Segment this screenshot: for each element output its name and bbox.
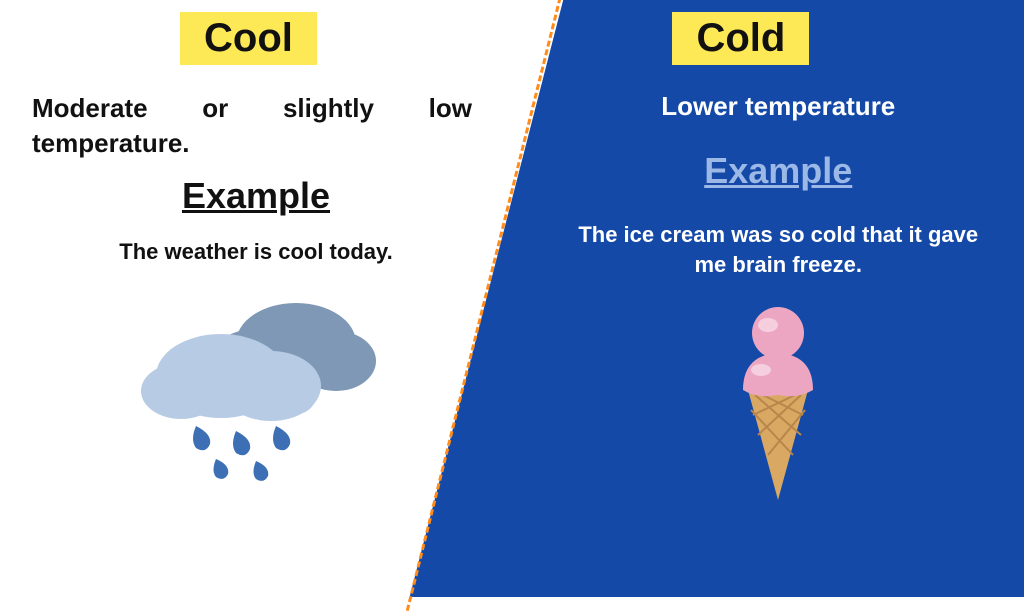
left-definition: Moderate or slightly low temperature. — [0, 91, 512, 161]
right-title-badge: Cold — [672, 12, 809, 65]
left-panel: Cool Moderate or slightly low temperatur… — [0, 0, 512, 597]
rain-cloud-icon — [0, 281, 512, 481]
left-example-text: The weather is cool today. — [0, 239, 512, 265]
right-title: Cold — [696, 16, 785, 60]
ice-cream-icon — [532, 295, 1024, 505]
left-example-heading: Example — [0, 175, 512, 217]
left-title-badge: Cool — [180, 12, 317, 65]
right-panel: Cold Lower temperature Example The ice c… — [532, 0, 1024, 597]
right-definition: Lower temperature — [532, 91, 1024, 122]
right-example-heading: Example — [532, 150, 1024, 192]
left-title: Cool — [204, 16, 293, 60]
right-example-text: The ice cream was so cold that it gave m… — [532, 220, 1024, 279]
